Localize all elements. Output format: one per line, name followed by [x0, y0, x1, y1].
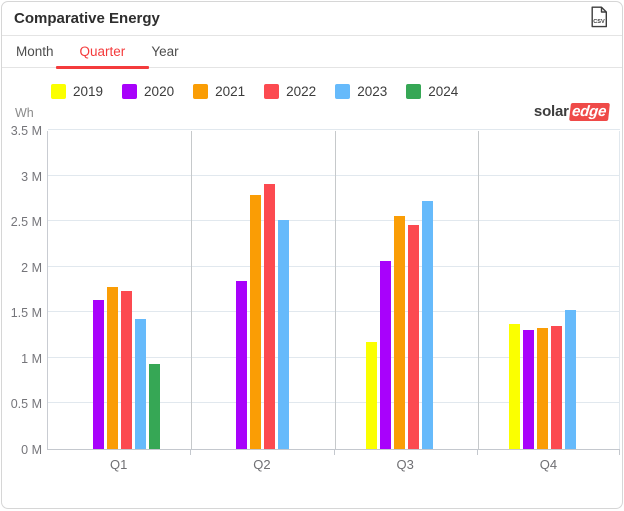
x-axis-tick: [476, 450, 478, 455]
x-axis-tick: [619, 450, 620, 455]
legend-item-2024[interactable]: 2024: [406, 84, 458, 99]
category-divider: [477, 131, 479, 449]
tab-quarter[interactable]: Quarter: [55, 36, 150, 69]
legend-swatch-2024: [406, 84, 422, 99]
tab-month[interactable]: Month: [16, 44, 54, 59]
x-axis-tick: [333, 450, 335, 455]
bar-2020-q4[interactable]: [522, 329, 534, 449]
category-divider: [334, 131, 336, 449]
x-tick-label-q3: Q3: [396, 457, 414, 472]
legend-label: 2022: [286, 84, 317, 99]
legend-item-2019[interactable]: 2019: [51, 84, 103, 99]
solaredge-logo: solar edge: [533, 103, 610, 121]
y-tick-label-2.5M: 2.5 M: [10, 215, 42, 230]
legend-label: 2021: [215, 84, 246, 99]
bar-2022-q1[interactable]: [121, 291, 133, 449]
gridline-2.5M: [48, 220, 620, 222]
bar-2021-q1[interactable]: [107, 286, 119, 449]
legend-swatch-2022: [264, 84, 280, 99]
x-tick-label-q2: Q2: [253, 457, 271, 472]
csv-export-button[interactable]: CSV: [586, 6, 612, 32]
bar-2021-q3[interactable]: [393, 215, 405, 449]
bar-2021-q2[interactable]: [250, 194, 262, 449]
bar-2020-q1[interactable]: [93, 299, 105, 449]
gridline-1.5M: [48, 311, 620, 313]
bar-2023-q4[interactable]: [564, 310, 576, 449]
y-axis-unit-label: Wh: [15, 106, 34, 120]
category-divider: [191, 131, 193, 449]
legend-item-2022[interactable]: 2022: [264, 84, 316, 99]
y-tick-label-3M: 3 M: [21, 169, 42, 184]
y-tick-label-2M: 2 M: [21, 260, 42, 275]
bar-2021-q4[interactable]: [536, 327, 548, 449]
legend-swatch-2020: [122, 84, 138, 99]
gridline-2M: [48, 265, 620, 267]
legend-label: 2024: [428, 84, 459, 99]
page-title: Comparative Energy: [14, 10, 160, 27]
bar-2022-q4[interactable]: [550, 325, 562, 449]
bar-2020-q2[interactable]: [236, 281, 248, 449]
bar-2024-q1[interactable]: [149, 364, 161, 449]
bar-2019-q3[interactable]: [365, 342, 377, 449]
legend-swatch-2019: [51, 84, 66, 99]
bar-2022-q3[interactable]: [407, 224, 419, 449]
legend-swatch-2023: [335, 84, 351, 99]
bar-2019-q4[interactable]: [508, 324, 520, 449]
bar-2020-q3[interactable]: [379, 261, 391, 449]
bar-chart-plot-area: [47, 129, 620, 450]
y-tick-label-1M: 1 M: [21, 351, 42, 366]
gridline-3.5M: [48, 129, 620, 130]
x-tick-label-q4: Q4: [539, 457, 558, 472]
svg-text:CSV: CSV: [593, 19, 605, 25]
x-axis-tick: [190, 450, 192, 455]
legend-swatch-2021: [193, 84, 209, 99]
legend-item-2023[interactable]: 2023: [335, 84, 387, 99]
csv-file-icon: CSV: [589, 6, 609, 31]
plot-right-border: [619, 131, 620, 449]
chart-legend: 2019 2020 2021 2022 2023 2024: [51, 84, 477, 99]
gridline-3M: [48, 174, 620, 176]
logo-text-solar: solar: [533, 103, 569, 120]
y-tick-label-0M: 0 M: [21, 443, 42, 457]
legend-label: 2023: [357, 84, 388, 99]
y-tick-label-3.5M: 3.5 M: [10, 124, 42, 138]
period-tabs: Month Quarter Year: [2, 36, 622, 69]
x-tick-label-q1: Q1: [109, 457, 128, 472]
legend-item-2020[interactable]: 2020: [122, 84, 174, 99]
legend-item-2021[interactable]: 2021: [193, 84, 245, 99]
gridline-0.5M: [48, 402, 620, 404]
bar-2023-q1[interactable]: [135, 318, 147, 449]
bar-2023-q3[interactable]: [421, 201, 433, 449]
bar-2022-q2[interactable]: [264, 183, 276, 449]
legend-label: 2020: [144, 84, 175, 99]
bar-2023-q2[interactable]: [278, 220, 290, 449]
tab-year[interactable]: Year: [151, 44, 179, 59]
widget-header: Comparative Energy CSV: [2, 2, 622, 36]
legend-label: 2019: [73, 84, 104, 99]
gridline-1M: [48, 356, 620, 358]
y-tick-label-1.5M: 1.5 M: [10, 306, 42, 321]
y-tick-label-0.5M: 0.5 M: [10, 397, 42, 412]
logo-text-edge: edge: [568, 103, 610, 121]
